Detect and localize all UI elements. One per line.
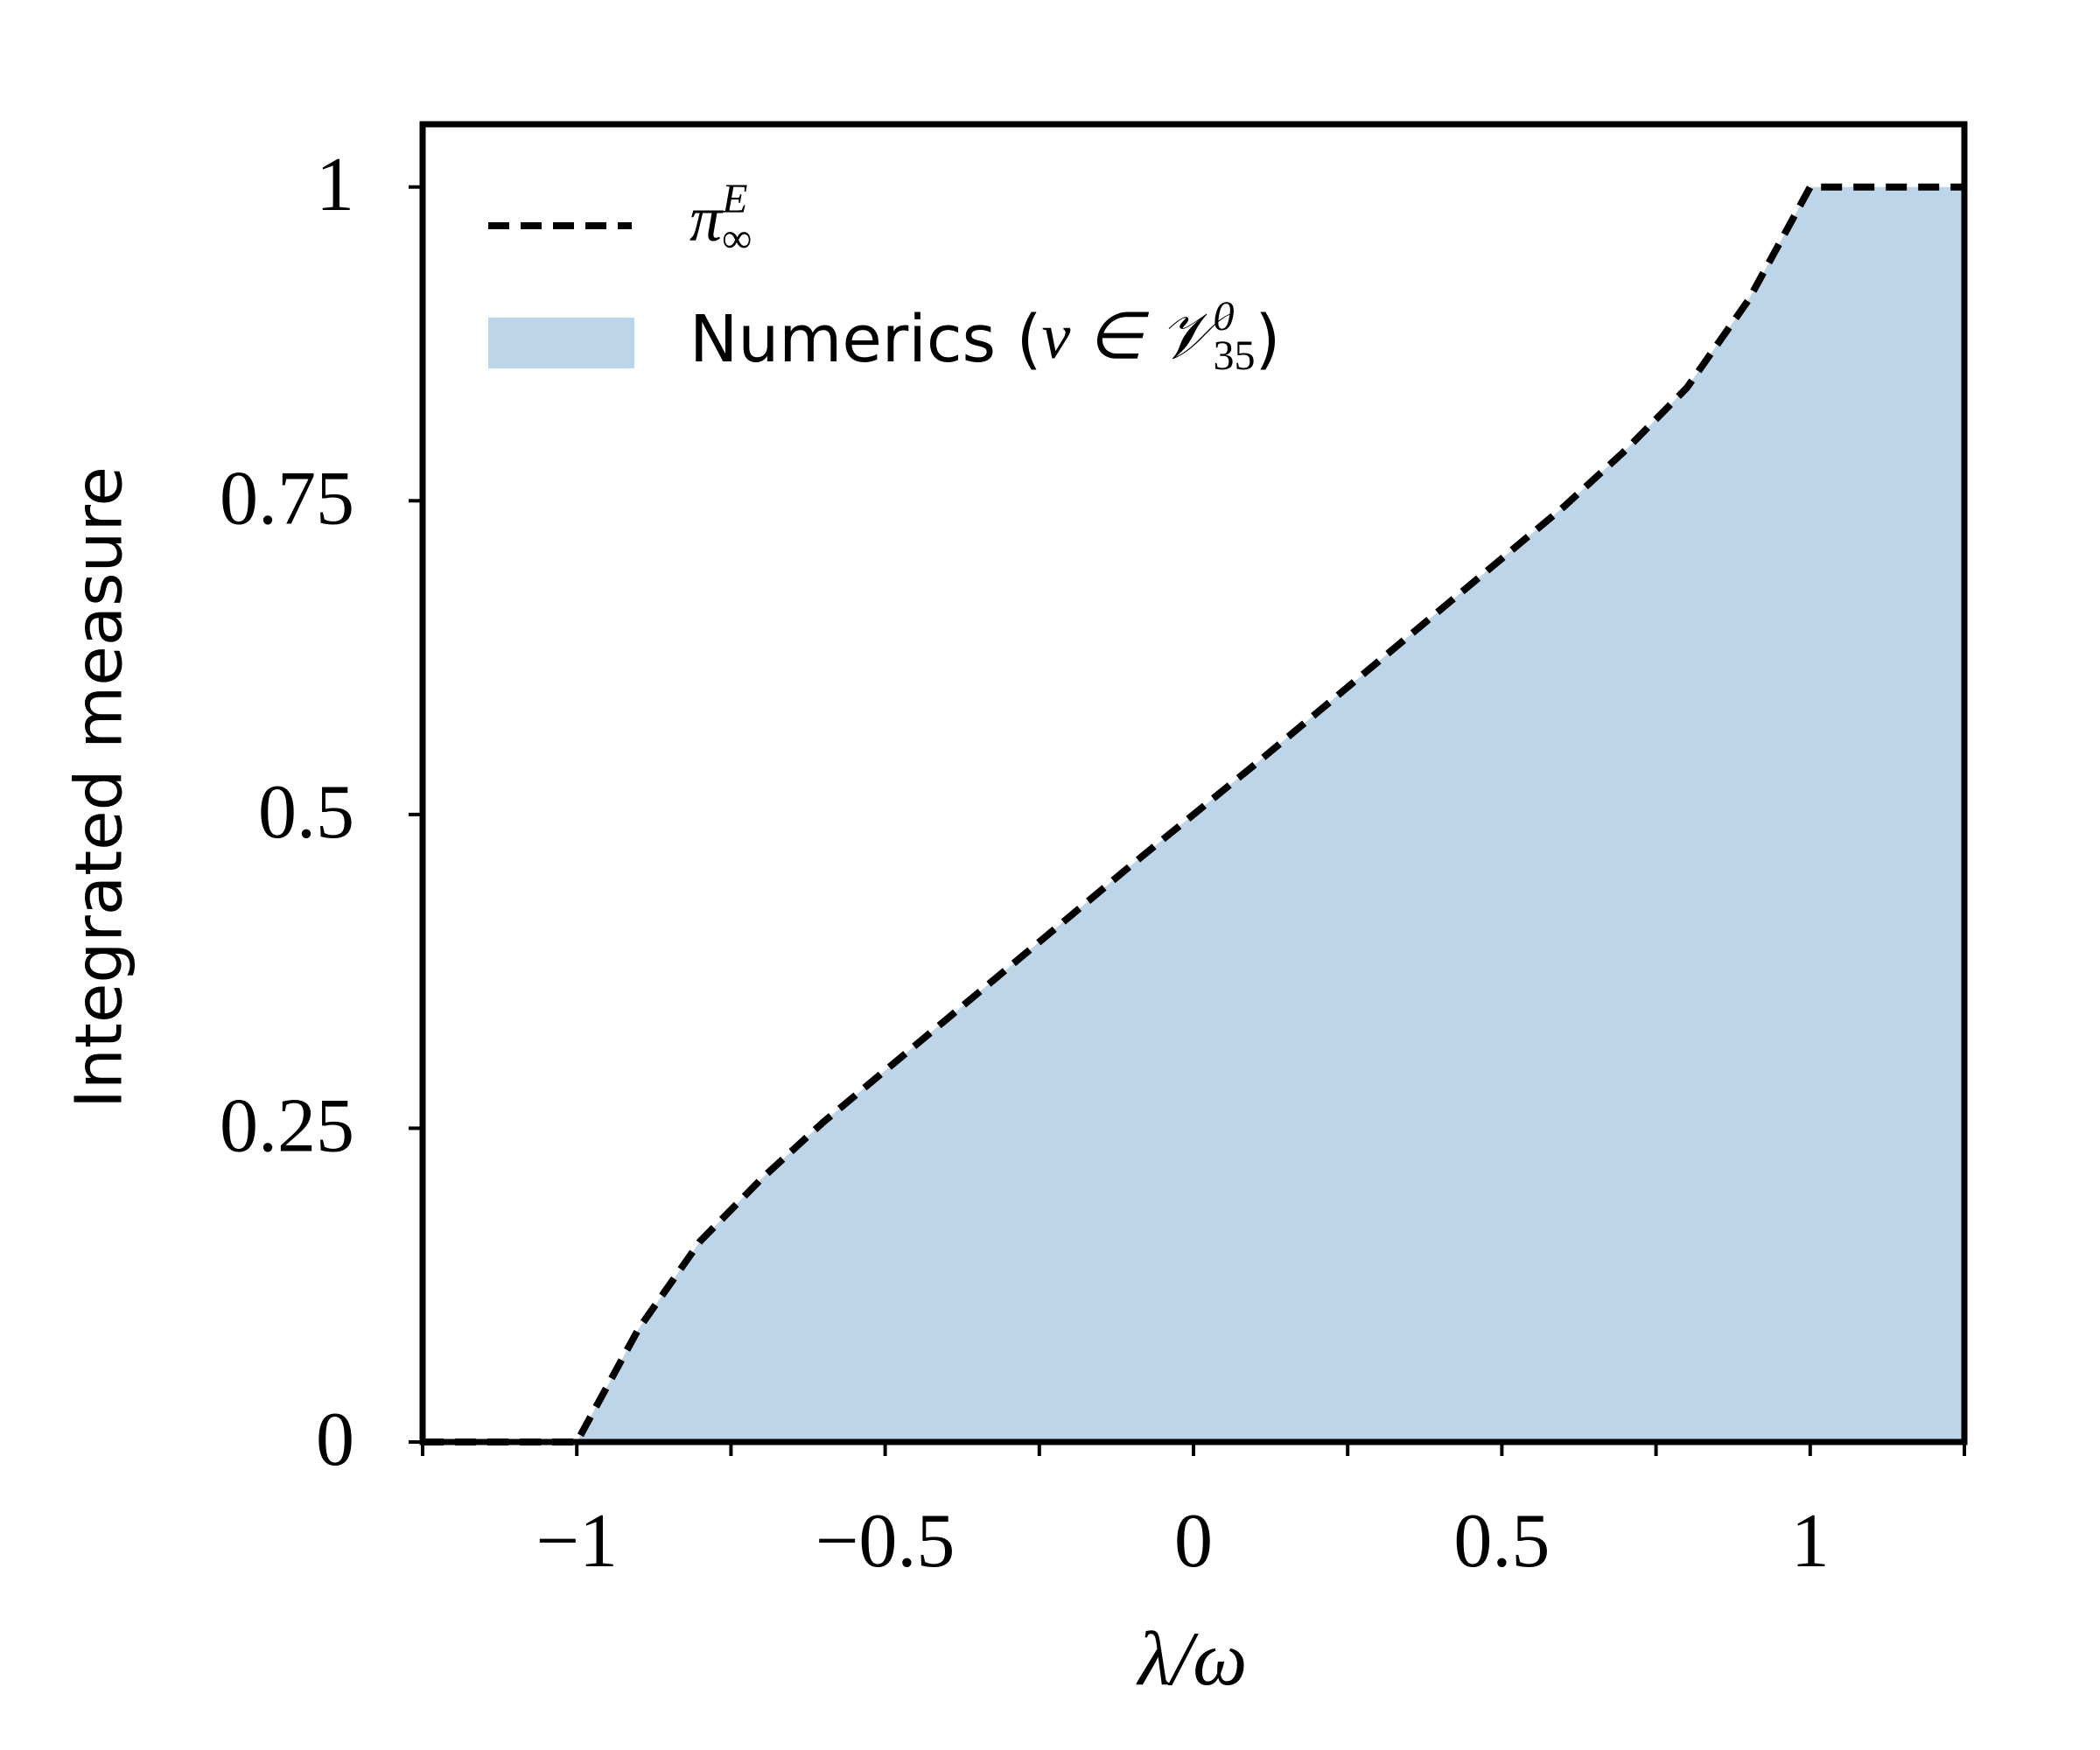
x-tick-label: −0.5: [816, 1499, 956, 1584]
legend-label-part: π: [690, 184, 724, 256]
x-tick-label: 0: [1174, 1499, 1213, 1584]
y-tick-label: 0.75: [220, 456, 354, 541]
legend-label: πE ∞: [690, 176, 752, 262]
legend-label-part: 35: [1213, 332, 1255, 379]
legend-label: Numerics (v ∈ 𝒱0 35): [690, 293, 1280, 380]
x-tick-label: 1: [1791, 1499, 1830, 1584]
legend-label-part: E: [721, 176, 747, 222]
x-tick-label: −1: [536, 1499, 618, 1584]
legend-label-part: Numerics (: [690, 302, 1041, 377]
y-tick-label: 0: [316, 1397, 354, 1482]
dashed-line: [423, 183, 1964, 1446]
y-tick-label: 1: [316, 143, 354, 228]
legend-swatch: [488, 318, 634, 368]
legend-label-part: 0: [1213, 293, 1234, 340]
y-tick-label: 0.25: [220, 1084, 354, 1169]
y-tick-label: 0.5: [258, 770, 354, 855]
x-axis-label: λ/ω: [1136, 1617, 1248, 1702]
legend-label-part: v ∈ 𝒱: [1041, 301, 1232, 373]
legend-label-part: ): [1255, 302, 1280, 377]
x-tick-label: 0.5: [1453, 1499, 1550, 1584]
legend-label-part: ∞: [722, 215, 752, 262]
y-axis-label: Integrated measure: [62, 466, 137, 1109]
